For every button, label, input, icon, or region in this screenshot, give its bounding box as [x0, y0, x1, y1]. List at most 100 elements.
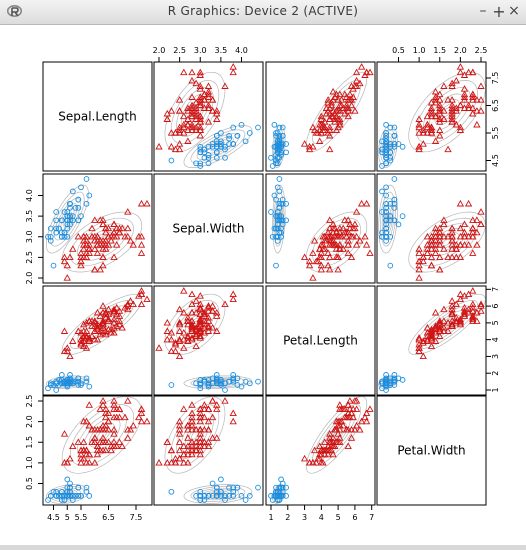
data-point-r2c3-s2-69	[366, 249, 374, 256]
data-point-r2c4-s2-92	[469, 228, 477, 236]
data-point-r2c4-s1-44	[399, 213, 406, 219]
data-point-r1c2-s1-33	[242, 138, 249, 145]
panel-frame-r4c4	[376, 395, 487, 506]
data-point-r3c2-s2-36	[213, 327, 221, 334]
maximize-button[interactable]: +	[492, 2, 506, 21]
data-point-r2c3-s2-33	[316, 245, 324, 252]
data-point-r2c3-s1-49	[276, 205, 283, 211]
close-button[interactable]: ×	[508, 3, 520, 19]
tick-label-bottom-petal-length-4: 4	[319, 513, 324, 522]
contour-line-r3c2-s2-5	[176, 305, 214, 344]
data-point-r3c1-s1-4	[53, 378, 60, 385]
data-point-r4c1-s2-1	[118, 442, 126, 450]
data-point-r4c2-s1-44	[218, 476, 224, 483]
tick-label-top-sepal-width-5: 4.0	[235, 46, 248, 55]
data-point-r3c2-s1-42	[168, 382, 175, 388]
data-point-r3c2-s1-46	[197, 380, 204, 387]
data-point-r3c2-s2-99	[213, 312, 221, 319]
data-point-r4c2-s2-2	[204, 438, 213, 445]
data-point-r2c4-s2-55	[464, 232, 473, 240]
contour-line-r1c2-s2-6	[170, 79, 220, 145]
data-point-r3c2-s2-18	[184, 334, 192, 341]
data-point-r1c4-s2-94	[469, 93, 477, 100]
data-point-r4c3-s2-34	[336, 434, 344, 441]
data-point-r2c1-s2-10	[69, 245, 77, 252]
data-point-r2c3-s1-17	[273, 196, 279, 203]
data-point-r1c3-s1-9	[274, 160, 281, 167]
data-point-r3c4-s2-82	[456, 295, 465, 303]
data-point-r2c1-s2-51	[99, 220, 107, 228]
data-point-r3c2-s1-49	[226, 378, 232, 385]
data-point-r3c2-s2-72	[188, 320, 196, 328]
data-point-r4c3-s2-28	[334, 430, 342, 437]
data-point-r1c3-s2-32	[312, 129, 320, 136]
data-point-r2c1-s2-19	[96, 265, 104, 273]
data-point-r3c1-s2-49	[66, 352, 74, 360]
data-point-r3c1-s2-11	[63, 344, 71, 351]
data-point-r4c3-s2-10	[316, 442, 324, 450]
data-point-r2c4-s2-82	[456, 199, 465, 207]
data-point-r1c4-s2-98	[456, 101, 465, 109]
data-point-r3c4-s2-88	[448, 310, 456, 318]
data-point-r4c2-s2-55	[196, 409, 204, 417]
data-point-r1c2-s2-32	[171, 129, 180, 136]
data-point-r2c3-s1-34	[274, 184, 281, 191]
data-point-r4c2-s2-49	[175, 454, 184, 462]
data-point-r2c1-s2-70	[91, 265, 99, 273]
data-point-r2c3-s2-54	[344, 236, 352, 244]
data-point-r2c3-s2-94	[349, 224, 357, 232]
data-point-r2c1-s2-44	[63, 261, 71, 269]
data-point-r3c1-s2-37	[110, 323, 118, 331]
data-point-r2c4-s2-84	[436, 241, 444, 248]
data-point-r3c1-s2-97	[99, 318, 107, 326]
data-point-r1c2-s2-94	[204, 93, 213, 100]
data-point-r2c3-s2-40	[317, 253, 325, 261]
data-point-r3c1-s2-91	[110, 308, 118, 316]
data-point-r1c4-s2-96	[469, 96, 477, 103]
data-point-r1c2-s1-28	[218, 138, 224, 145]
data-point-r3c2-s2-89	[196, 322, 204, 329]
data-point-r1c4-s1-50	[383, 143, 389, 150]
data-point-r1c4-s2-48	[427, 109, 436, 117]
data-point-r1c2-s1-25	[213, 149, 220, 156]
data-point-r4c2-s2-14	[192, 442, 200, 450]
data-point-r1c3-s2-100	[336, 118, 344, 125]
data-point-r4c3-s1-44	[278, 476, 284, 483]
tick-label-right-petal-length-1: 1	[491, 387, 500, 392]
data-point-r1c4-s2-89	[448, 115, 456, 122]
data-point-r4c1-s1-24	[67, 480, 73, 487]
data-point-r2c4-s2-44	[415, 261, 423, 269]
data-point-r2c4-s1-39	[383, 233, 389, 240]
data-point-r3c1-s1-38	[61, 380, 68, 387]
data-point-r3c4-s2-80	[440, 305, 448, 313]
data-point-r3c4-s1-6	[391, 375, 398, 382]
data-point-r3c1-s2-12	[88, 332, 96, 339]
data-point-r3c1-s1-21	[75, 375, 82, 382]
data-point-r2c3-s2-97	[334, 253, 342, 261]
data-point-r3c2-s2-40	[175, 335, 184, 343]
data-point-r2c1-s2-46	[82, 232, 91, 240]
data-point-r1c2-s1-22	[226, 141, 232, 147]
data-point-r1c3-s2-81	[352, 76, 361, 84]
data-point-r1c2-s2-98	[196, 101, 204, 109]
data-point-r4c1-s2-48	[96, 446, 104, 454]
data-point-r2c3-s2-44	[305, 261, 314, 269]
data-point-r1c4-s2-99	[469, 109, 477, 117]
data-point-r3c4-s2-30	[415, 344, 423, 351]
data-point-r1c4-s2-82	[456, 63, 465, 70]
data-point-r2c3-s2-37	[329, 228, 337, 236]
data-point-r1c4-s1-43	[383, 160, 389, 167]
data-point-r1c2-s2-21	[204, 118, 213, 125]
title-bar[interactable]: R Graphics: Device 2 (ACTIVE) – + ×	[0, 0, 526, 25]
data-point-r4c1-s1-13	[58, 497, 65, 503]
minimize-button[interactable]: –	[479, 3, 487, 19]
data-point-r4c1-s2-95	[110, 397, 118, 404]
data-point-r4c3-s1-49	[276, 493, 283, 499]
scatterplot-matrix: Sepal.Length Sepal.Width Petal.Length Petal…	[25, 46, 500, 522]
data-point-r2c4-s2-81	[452, 241, 460, 248]
data-point-r3c1-s2-36	[91, 327, 99, 334]
data-point-r2c4-s2-94	[469, 224, 477, 232]
data-point-r1c3-s1-16	[276, 124, 283, 131]
data-point-r4c1-s1-14	[45, 497, 51, 503]
data-point-r1c4-s2-37	[436, 96, 444, 103]
